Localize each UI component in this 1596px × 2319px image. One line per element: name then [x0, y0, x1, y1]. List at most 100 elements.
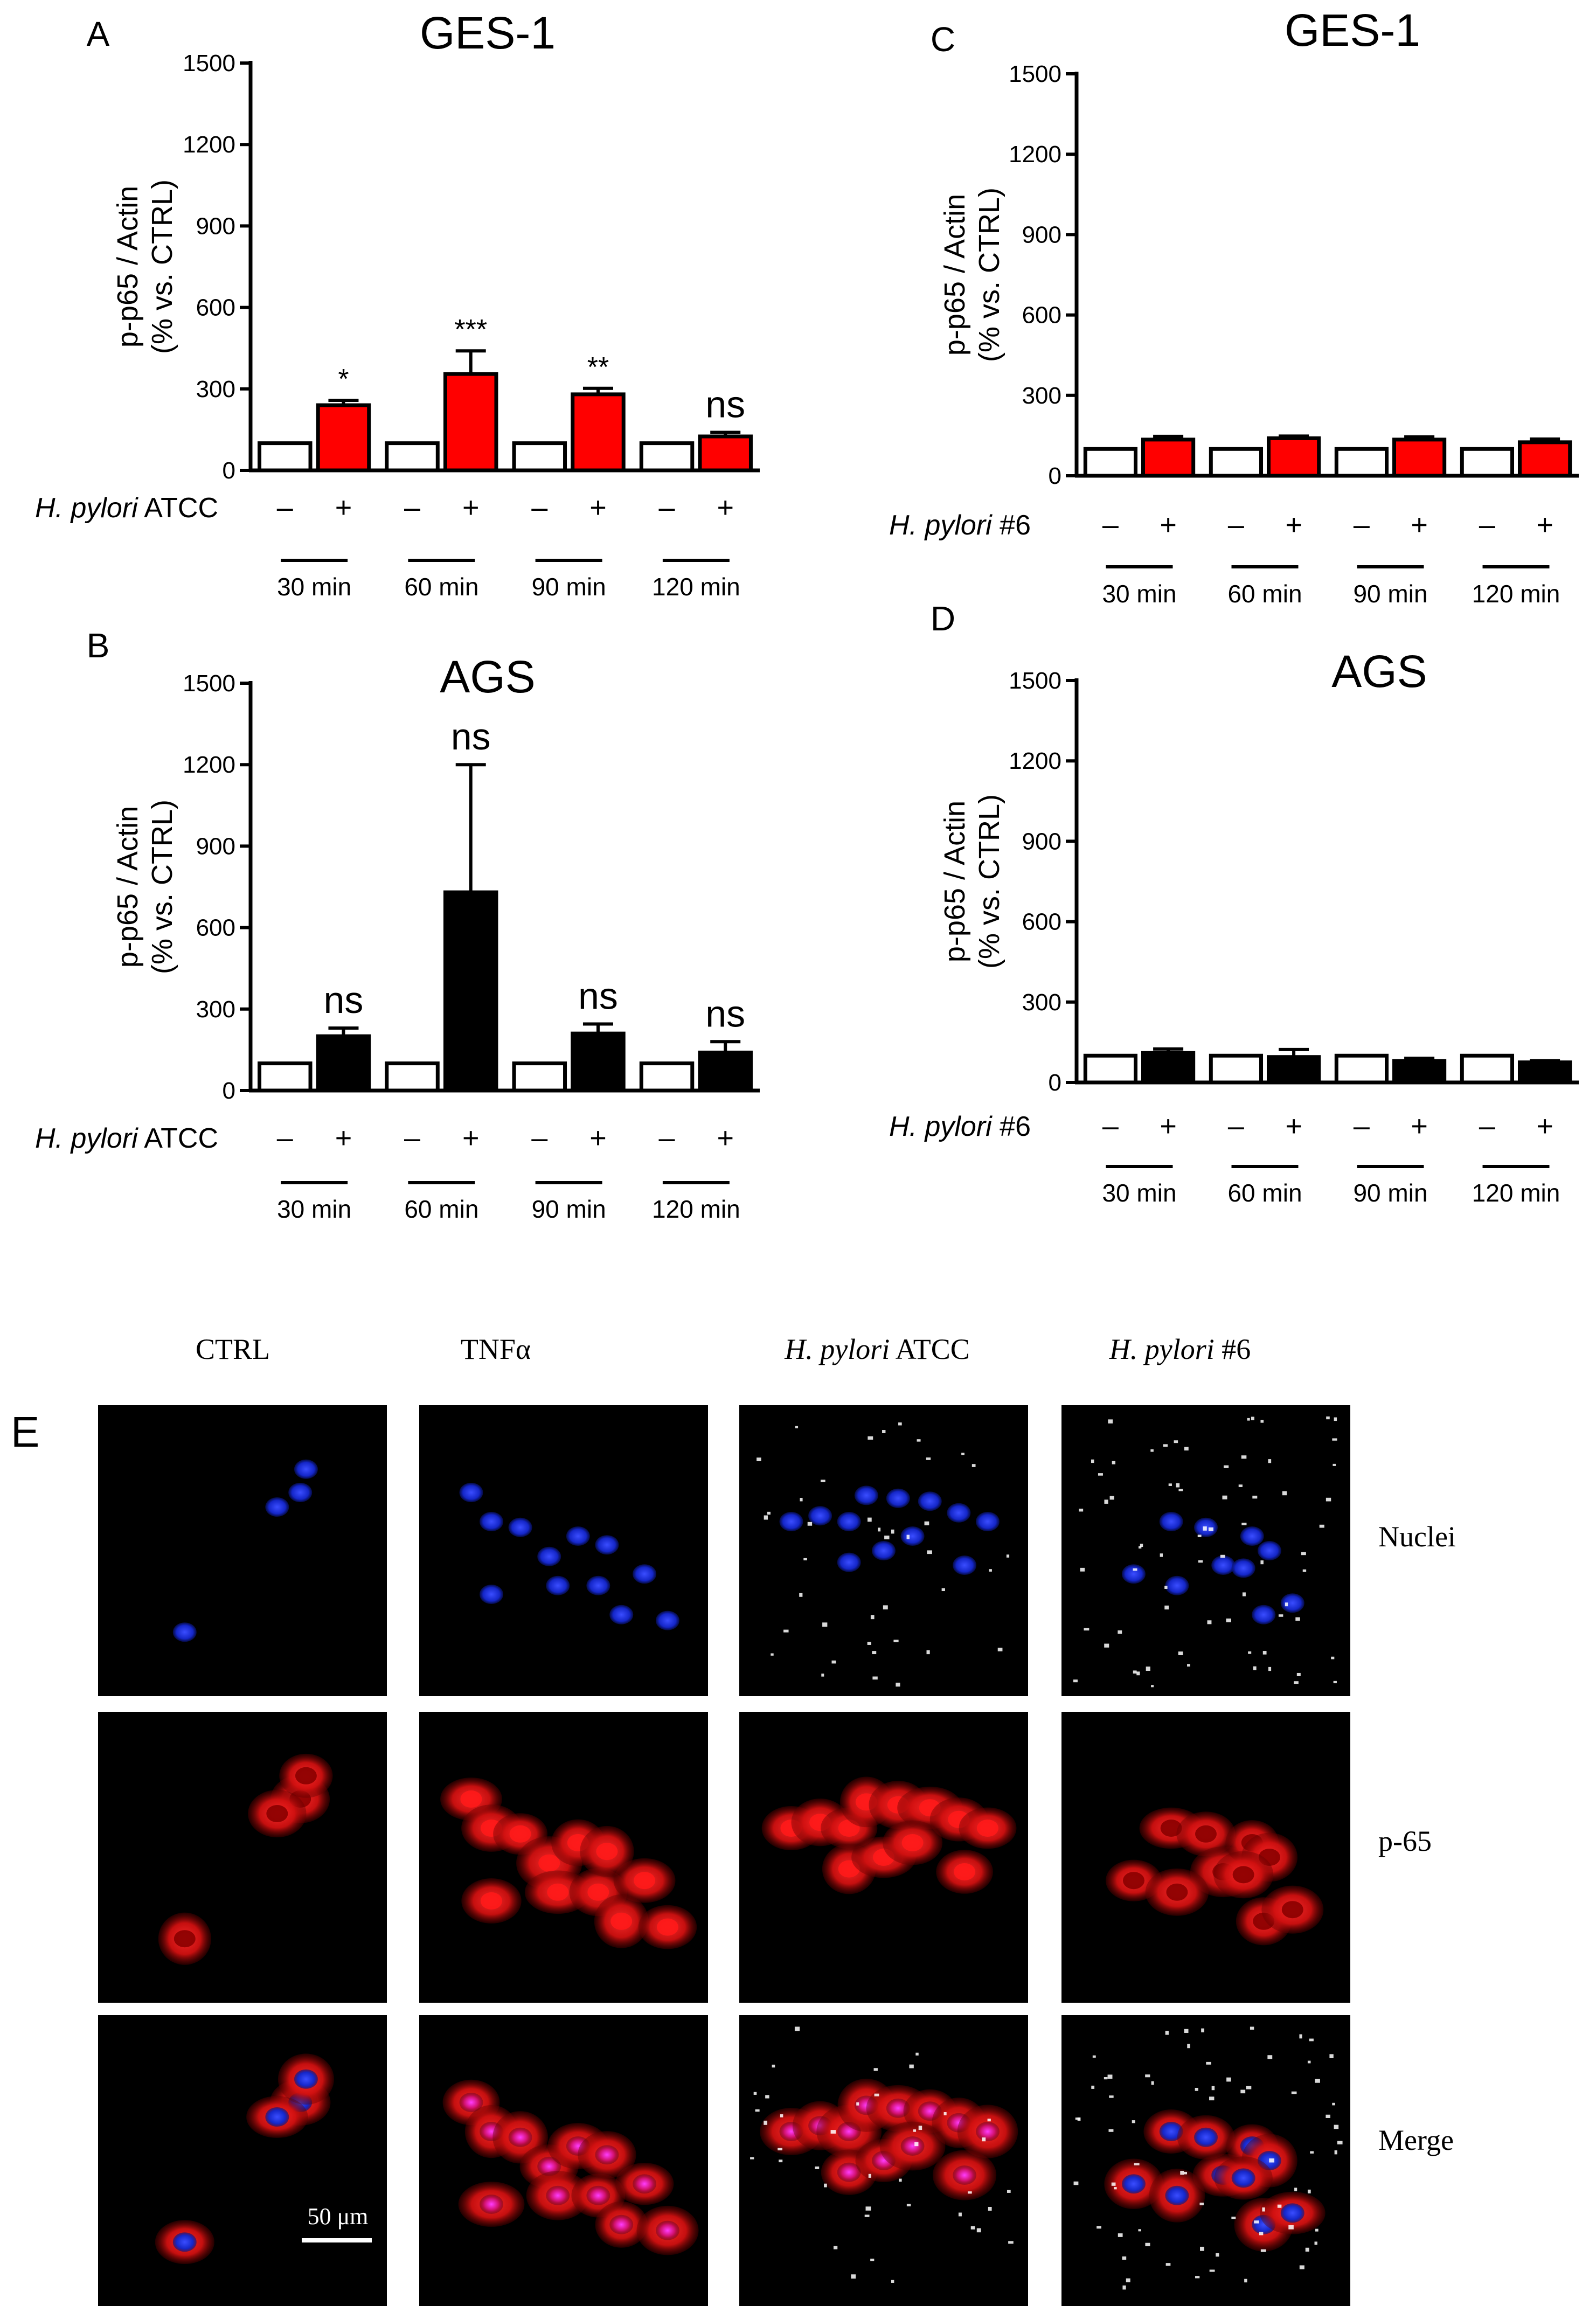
micrograph-background: [98, 1712, 387, 2003]
y-tick-label: 300: [196, 996, 235, 1023]
bacteria-dot: [1291, 2091, 1297, 2094]
bacteria-dot: [926, 1650, 930, 1655]
bacteria-dot: [1183, 2171, 1188, 2175]
bacteria-dot: [1174, 1440, 1178, 1443]
bacteria-dot: [1104, 2077, 1108, 2080]
bacteria-dot: [1112, 1461, 1116, 1464]
cell-nucleus: [587, 1883, 609, 1901]
bacteria-dot: [884, 1536, 890, 1539]
bacteria-dot: [800, 1498, 803, 1502]
bacteria-dot: [1114, 2187, 1117, 2190]
bacteria-dot: [906, 2204, 911, 2206]
time-label: 60 min: [404, 573, 478, 601]
bacteria-dot: [1220, 1554, 1225, 1558]
minus-sign: –: [277, 1122, 293, 1154]
strain-label-rest: #6: [992, 510, 1031, 541]
bacteria-dot: [898, 2178, 902, 2182]
minus-sign: –: [404, 491, 420, 524]
cell-nucleus: [1211, 1556, 1236, 1575]
bacteria-dot: [872, 1651, 877, 1655]
bacteria-dot: [1238, 1484, 1243, 1487]
bacteria-dot: [1226, 2077, 1231, 2082]
significance-label: *: [338, 364, 349, 395]
bacteria-dot: [1241, 1523, 1247, 1525]
cell-nucleus: [288, 1483, 313, 1502]
y-axis-label-line2: (% vs. CTRL): [146, 179, 178, 354]
panel-letter-c: C: [931, 20, 955, 59]
time-label: 90 min: [1353, 580, 1427, 608]
bacteria-dot: [1294, 2188, 1297, 2191]
bar-treated: [316, 403, 371, 473]
bacteria-dot: [1299, 2034, 1302, 2039]
cell-nucleus: [586, 2185, 610, 2205]
cell-nucleus: [172, 2232, 197, 2252]
cell-nucleus: [975, 2122, 1000, 2141]
row-label-nuclei: Nuclei: [1378, 1520, 1456, 1553]
time-label: 120 min: [652, 1195, 740, 1223]
bacteria-dot: [873, 2068, 878, 2071]
bacteria-dot: [987, 2119, 991, 2122]
cell-nucleus: [1159, 1512, 1183, 1531]
time-label: 120 min: [1472, 1179, 1560, 1207]
bar-treated: [316, 1034, 371, 1093]
bar-ctrl: [385, 441, 440, 473]
bacteria-dot: [1165, 2263, 1171, 2266]
bacteria-dot: [764, 1515, 768, 1520]
bacteria-dot: [1216, 2253, 1219, 2257]
cell-nucleus: [1257, 1541, 1281, 1560]
bacteria-dot: [865, 2206, 871, 2211]
bacteria-dot: [1145, 2074, 1150, 2078]
bacteria-dot: [913, 2129, 917, 2132]
cell-nucleus: [1280, 2203, 1304, 2223]
plus-sign: +: [1536, 509, 1553, 541]
bacteria-dot: [1104, 1643, 1109, 1648]
bacteria-dot: [891, 1529, 894, 1534]
cell-nucleus: [901, 1834, 924, 1851]
minus-sign: –: [659, 491, 675, 524]
bacteria-dot: [1268, 1459, 1272, 1463]
row-label-merge: Merge: [1378, 2124, 1454, 2156]
bacteria-dot: [1267, 2055, 1273, 2059]
panel-letter-b: B: [87, 626, 110, 665]
bacteria-dot: [1176, 1483, 1180, 1488]
bacteria-dot: [1208, 1527, 1213, 1531]
bar-treated: [1392, 1059, 1447, 1085]
bacteria-dot: [1118, 1630, 1122, 1634]
bacteria-dot: [765, 2095, 769, 2099]
bacteria-dot: [874, 2093, 879, 2096]
bacteria-dot: [1231, 2217, 1236, 2219]
significance-label: ns: [705, 383, 745, 425]
bacteria-dot: [833, 2246, 838, 2249]
bar-ctrl: [639, 1061, 695, 1093]
bacteria-dot: [1187, 1664, 1190, 1667]
strain-label-a: H. pylori ATCC: [35, 492, 218, 524]
bar-ctrl: [385, 1061, 440, 1093]
cell-nucleus: [1123, 1872, 1144, 1890]
cell-nucleus: [266, 1805, 288, 1822]
cell-nucleus: [595, 1535, 619, 1555]
cell-nucleus: [1122, 1564, 1146, 1584]
bar-treated: [698, 1050, 753, 1093]
bacteria-dot: [1077, 2117, 1081, 2121]
bacteria-dot: [1246, 2086, 1252, 2089]
column-label-ctrl: CTRL: [196, 1333, 270, 1365]
bacteria-dot: [1164, 1586, 1168, 1589]
cell-nucleus: [295, 1767, 317, 1785]
bacteria-dot: [926, 1457, 931, 1460]
bacteria-dot: [815, 2166, 820, 2169]
bacteria-dot: [1269, 2158, 1275, 2163]
y-axis-label-line1: p-p65 / Actin: [939, 801, 971, 962]
cell-nucleus: [872, 1541, 896, 1560]
bacteria-dot: [882, 1430, 886, 1433]
cell-nucleus: [294, 1459, 318, 1479]
chart-title-d: AGS: [1331, 646, 1427, 697]
bacteria-dot: [1151, 2081, 1154, 2085]
bar-treated: [1141, 438, 1196, 478]
chart-title-b: AGS: [440, 651, 535, 702]
bacteria-dot: [917, 1439, 921, 1442]
bacteria-dot: [1184, 2029, 1189, 2033]
minus-sign: –: [404, 1122, 420, 1154]
bacteria-dot: [1282, 1491, 1287, 1496]
cell-nucleus: [481, 1892, 502, 1910]
bar-ctrl: [1460, 1053, 1515, 1085]
